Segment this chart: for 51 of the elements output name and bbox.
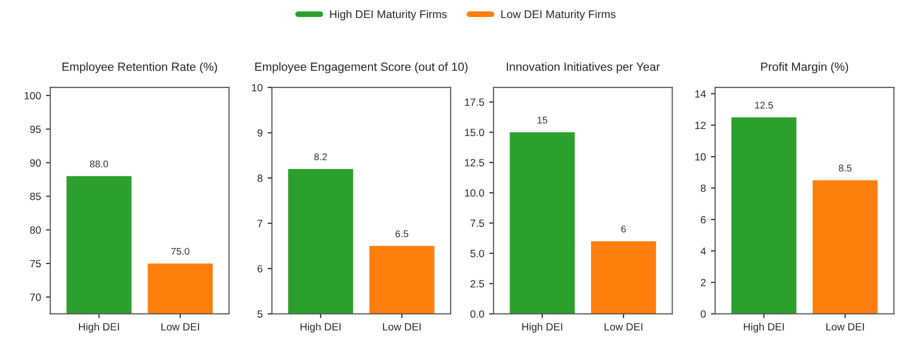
y-tick-label: 75 [30,260,41,268]
y-tick-label: 5 [257,310,262,318]
data-label: 12.5 [755,102,773,109]
legend-label: Low DEI Maturity Firms [501,10,616,20]
x-tick-label: High DEI [79,322,119,333]
y-tick-label: 4 [700,248,706,255]
y-tick-label: 10.0 [465,189,484,197]
x-tick-label: Low DEI [826,323,864,331]
y-tick-label: 8 [258,174,262,182]
chart-title: Employee Retention Rate (%) [62,62,217,74]
y-tick-label: 7.5 [470,220,484,227]
y-tick-label: 12.5 [465,159,484,166]
y-tick-label: 70 [30,294,41,301]
y-tick-label: 12 [695,122,706,129]
y-tick-label: 6 [258,265,262,272]
y-tick-label: 14 [695,90,706,98]
x-tick-label: High DEI [744,322,784,333]
y-tick-label: 90 [30,159,41,167]
chart-title: Profit Margin (%) [761,62,848,74]
y-tick-label: 9 [258,129,262,137]
y-tick-label: 17.5 [465,98,484,106]
y-tick-label: 6 [700,216,706,224]
y-tick-label: 15.0 [465,128,484,136]
y-tick-label: 80 [30,226,41,234]
y-tick-label: 10 [695,153,706,161]
y-tick-label: 100 [24,92,41,100]
data-label: 6 [621,226,626,232]
x-tick-label: High DEI [300,322,341,333]
y-tick-label: 5.0 [470,250,484,258]
data-label: 6.5 [396,230,408,238]
y-tick-label: 10 [252,84,262,92]
y-tick-label: 95 [30,126,41,133]
data-label: 75.0 [171,248,190,255]
chart-title: Innovation Initiatives per Year [506,62,660,74]
data-label: 15 [538,116,548,124]
x-tick-label: Low DEI [604,323,642,331]
x-tick-label: High DEI [522,322,562,333]
data-label: 8.2 [314,153,327,160]
x-tick-label: Low DEI [161,323,199,331]
y-tick-label: 0.0 [470,310,484,318]
data-label: 88.0 [90,160,108,168]
y-tick-label: 2 [700,278,706,286]
y-tick-label: 0 [700,310,706,318]
x-tick-label: Low DEI [383,323,421,331]
y-tick-label: 85 [30,192,41,200]
y-tick-label: 2.5 [470,280,484,288]
data-label: 8.5 [838,164,852,172]
legend-label: High DEI Maturity Firms [330,10,447,20]
chart-title: Employee Engagement Score (out of 10) [255,62,468,74]
y-tick-label: 7 [258,220,262,228]
y-tick-label: 8 [700,184,706,192]
